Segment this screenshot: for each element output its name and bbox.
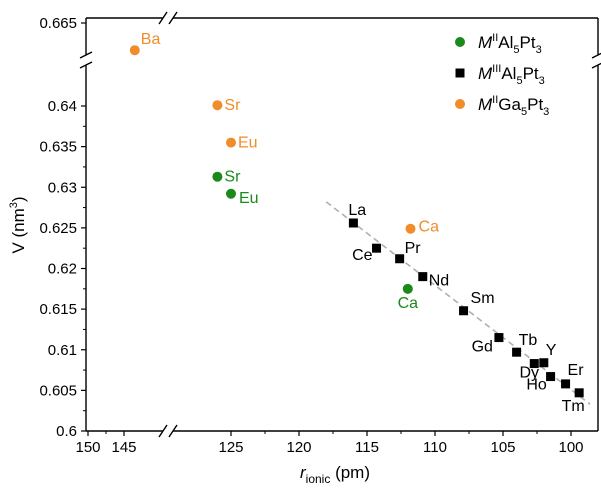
legend-entry-base: M bbox=[478, 95, 493, 114]
legend-entry-base: M bbox=[478, 33, 493, 52]
legend-marker-circle bbox=[455, 99, 465, 109]
point-label-gd: Gd bbox=[472, 339, 493, 356]
y-tick-label: 0.61 bbox=[48, 342, 77, 359]
x-tick-label: 105 bbox=[490, 439, 515, 456]
point-square bbox=[494, 333, 503, 342]
x-axis-title-unit: (pm) bbox=[330, 463, 370, 482]
point-label-eu: Eu bbox=[238, 135, 258, 152]
point-square bbox=[546, 372, 555, 381]
point-labels: Sr Eu Ca La Ce Pr Nd Sm Gd Tb Dy Y Ho Er Tm Ba Sr Eu Ca bbox=[141, 31, 585, 415]
y-tick-label: 0.63 bbox=[48, 179, 77, 196]
point-label-ba: Ba bbox=[141, 31, 161, 48]
x-axis-title-sub: ionic bbox=[306, 472, 331, 486]
y-tick-label: 0.615 bbox=[39, 301, 77, 318]
legend-entry-text: Pt bbox=[527, 95, 543, 114]
point-label-sr: Sr bbox=[224, 97, 241, 114]
y-tick-label: 0.665 bbox=[39, 15, 77, 32]
point-label-pr: Pr bbox=[405, 240, 422, 257]
legend-entry: MIIIAl5Pt3 bbox=[478, 63, 545, 87]
y-tick-label: 0.64 bbox=[48, 98, 77, 115]
y-tick-label: 0.6 bbox=[56, 423, 77, 440]
y-axis-title-end: ) bbox=[9, 196, 28, 202]
point-circle bbox=[226, 138, 236, 148]
legend-entry-base: M bbox=[478, 64, 493, 83]
point-square bbox=[372, 244, 381, 253]
legend-entry: MIIAl5Pt3 bbox=[478, 32, 542, 56]
point-circle bbox=[403, 284, 413, 294]
point-square bbox=[349, 219, 358, 228]
legend: MIIAl5Pt3 MIIIAl5Pt3 MIIGa5Pt3 bbox=[455, 32, 549, 118]
x-tick-label: 145 bbox=[111, 439, 136, 456]
point-label-nd: Nd bbox=[429, 273, 449, 290]
legend-entry-sub: 3 bbox=[536, 44, 542, 56]
point-label-er: Er bbox=[568, 362, 585, 379]
point-label-eu: Eu bbox=[239, 190, 259, 207]
point-label-tm: Tm bbox=[562, 398, 585, 415]
x-tick-label: 115 bbox=[355, 439, 379, 456]
point-label-ca: Ca bbox=[419, 219, 440, 236]
point-square bbox=[418, 272, 427, 281]
x-tick-label: 125 bbox=[218, 439, 243, 456]
y-axis-title: V (nm3) bbox=[8, 196, 28, 253]
legend-entry-text: Al bbox=[501, 64, 516, 83]
point-square bbox=[395, 254, 404, 263]
point-label-y: Y bbox=[546, 342, 557, 359]
y-tick-label: 0.625 bbox=[39, 220, 77, 237]
legend-entry: MIIGa5Pt3 bbox=[478, 94, 549, 118]
point-circle bbox=[130, 45, 140, 55]
legend-entry-sup: III bbox=[492, 63, 501, 75]
legend-entry-text: Pt bbox=[523, 64, 539, 83]
point-label-ca: Ca bbox=[398, 295, 419, 312]
legend-entry-text: Al bbox=[498, 33, 513, 52]
x-tick-label: 100 bbox=[558, 439, 583, 456]
point-square bbox=[459, 306, 468, 315]
legend-entry-sub: 3 bbox=[543, 106, 549, 118]
x-tick-label: 150 bbox=[75, 439, 100, 456]
point-label-ce: Ce bbox=[352, 247, 373, 264]
point-circle bbox=[212, 172, 222, 182]
x-tick-label: 120 bbox=[286, 439, 311, 456]
point-square bbox=[539, 358, 548, 367]
point-label-la: La bbox=[348, 202, 366, 219]
right-axis-break-mark bbox=[592, 52, 601, 58]
point-label-sr: Sr bbox=[224, 169, 241, 186]
y-tick-label: 0.605 bbox=[39, 382, 77, 399]
point-label-sm: Sm bbox=[471, 290, 495, 307]
legend-entry-sub: 3 bbox=[539, 75, 545, 87]
point-label-ho: Ho bbox=[526, 377, 547, 394]
point-circle bbox=[226, 189, 236, 199]
y-axis-title-main: V (nm bbox=[9, 208, 28, 253]
point-square bbox=[575, 388, 584, 397]
point-circle bbox=[406, 224, 416, 234]
right-axis-break-mark bbox=[592, 62, 601, 68]
x-tick-label: 110 bbox=[423, 439, 447, 456]
y-tick-label: 0.635 bbox=[39, 139, 77, 156]
legend-entry-text: Ga bbox=[498, 95, 521, 114]
point-square bbox=[561, 379, 570, 388]
legend-marker-circle bbox=[455, 37, 465, 47]
y-tick-label: 0.62 bbox=[48, 261, 77, 278]
point-circle bbox=[212, 100, 222, 110]
point-label-tb: Tb bbox=[519, 332, 538, 349]
legend-entry-text: Pt bbox=[520, 33, 536, 52]
x-axis-title: rionic (pm) bbox=[300, 463, 370, 486]
legend-marker-square bbox=[456, 69, 465, 78]
